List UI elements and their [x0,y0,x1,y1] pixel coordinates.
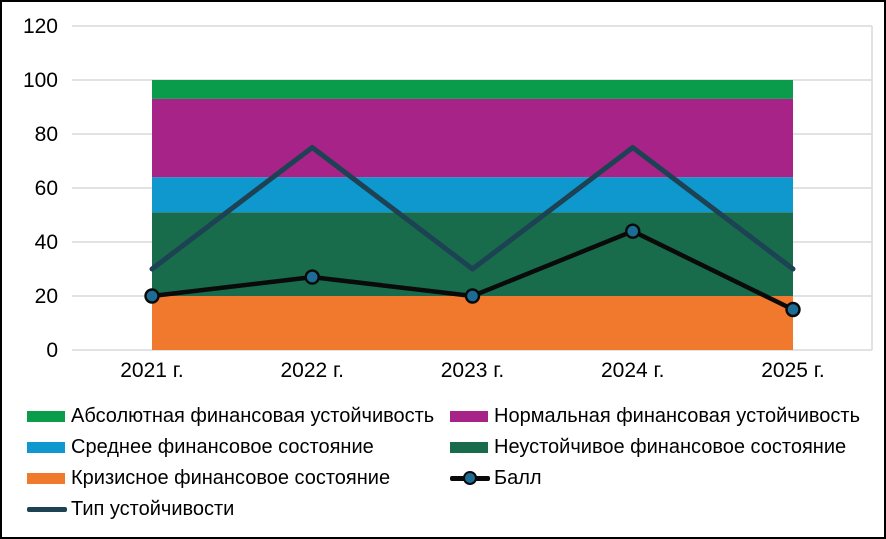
legend-item-crisis-state: Кризисное финансовое состояние [27,467,450,489]
plot-area: 0 20 40 60 80 100 120 2021 г. 2022 г. 2023 г. 2024… [2,2,884,394]
data-point-marker [464,288,481,304]
legend-label: Нормальная финансовая устойчивость [494,405,861,427]
blue-swatch-icon [27,441,65,453]
x-axis-tick-label: 2023 г. [441,359,504,382]
legend-label: Кризисное финансовое состояние [71,467,391,489]
legend-item-absolute-stability: Абсолютная финансовая устойчивость [27,405,450,427]
legend-item-unstable-state: Неустойчивое финансовое состояние [450,436,872,458]
y-axis-tick-label: 120 [23,15,58,38]
y-axis-tick-label: 20 [35,285,58,308]
data-point-marker [304,269,320,285]
data-point-marker [785,301,801,318]
legend-label: Тип устойчивости [71,498,235,520]
magenta-swatch-icon [450,410,488,422]
band-area [152,177,793,213]
legend-label: Абсолютная финансовая устойчивость [71,405,435,427]
band-area [152,296,793,350]
score-line-marker-icon [450,471,490,485]
legend-item-stability-type: Тип устойчивости [27,498,450,520]
legend-label: Неустойчивое финансовое состояние [494,436,847,458]
y-axis-tick-label: 80 [35,123,58,146]
legend-item-average-state: Среднее финансовое состояние [27,436,450,458]
band-area [152,80,793,99]
y-axis-tick-label: 40 [35,231,58,254]
data-point-marker [144,288,160,304]
orange-swatch-icon [27,472,65,484]
teal-line-swatch-icon [27,506,67,512]
legend-item-normal-stability: Нормальная финансовая устойчивость [450,405,872,427]
y-axis-tick-label: 60 [35,177,58,200]
chart-legend: Абсолютная финансовая устойчивость Норма… [27,405,872,520]
x-axis-tick-label: 2024 г. [601,359,664,382]
legend-item-score: Балл [450,467,872,489]
legend-label: Среднее финансовое состояние [71,436,374,458]
x-axis-tick-label: 2022 г. [281,359,344,382]
y-axis-tick-label: 100 [23,69,58,92]
green-swatch-icon [27,410,65,422]
dark-green-swatch-icon [450,441,488,453]
x-axis-tick-label: 2025 г. [761,359,824,382]
y-axis-tick-label: 0 [46,339,58,362]
data-point-marker [625,223,641,239]
x-axis-tick-label: 2021 г. [120,359,183,382]
legend-label: Балл [494,467,542,489]
financial-stability-chart: 0 20 40 60 80 100 120 2021 г. 2022 г. 2023 г. 2024… [23,15,873,382]
band-area [152,98,793,178]
series-line [149,145,796,272]
